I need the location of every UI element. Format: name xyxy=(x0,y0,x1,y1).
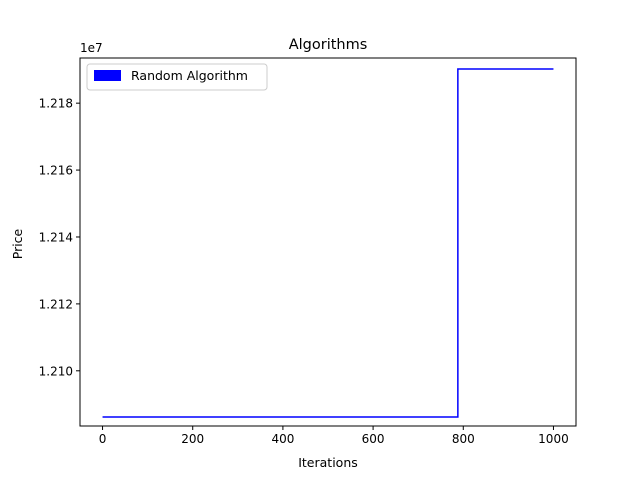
y-tick-label-0: 1.210 xyxy=(39,364,73,378)
legend: Random Algorithm xyxy=(86,63,268,91)
y-offset-label: 1e7 xyxy=(80,41,103,55)
x-tick-label-3: 600 xyxy=(362,432,385,446)
y-tick-label-4: 1.218 xyxy=(39,97,73,111)
x-tick-label-5: 1000 xyxy=(538,432,569,446)
y-tick-label-1: 1.212 xyxy=(39,297,73,311)
chart-title: Algorithms xyxy=(289,37,368,53)
legend-swatch-0 xyxy=(94,70,121,81)
y-tick-label-3: 1.216 xyxy=(39,164,73,178)
x-tick-label-4: 800 xyxy=(452,432,475,446)
series-line-0 xyxy=(102,68,554,418)
x-tick-label-2: 400 xyxy=(271,432,294,446)
axes-frame xyxy=(79,57,577,427)
y-axis-label: Price xyxy=(10,228,25,259)
x-tick-label-1: 200 xyxy=(181,432,204,446)
y-tick-label-2: 1.214 xyxy=(39,230,73,244)
y-axis-ticks: 1.210 1.212 1.214 1.216 1.218 xyxy=(39,97,80,378)
legend-label-0: Random Algorithm xyxy=(131,68,248,83)
plot-area xyxy=(79,57,577,427)
legend-box xyxy=(86,63,268,91)
x-tick-label-0: 0 xyxy=(99,432,107,446)
x-axis-label: Iterations xyxy=(298,455,358,470)
x-axis-ticks: 0 200 400 600 800 1000 xyxy=(99,426,569,446)
